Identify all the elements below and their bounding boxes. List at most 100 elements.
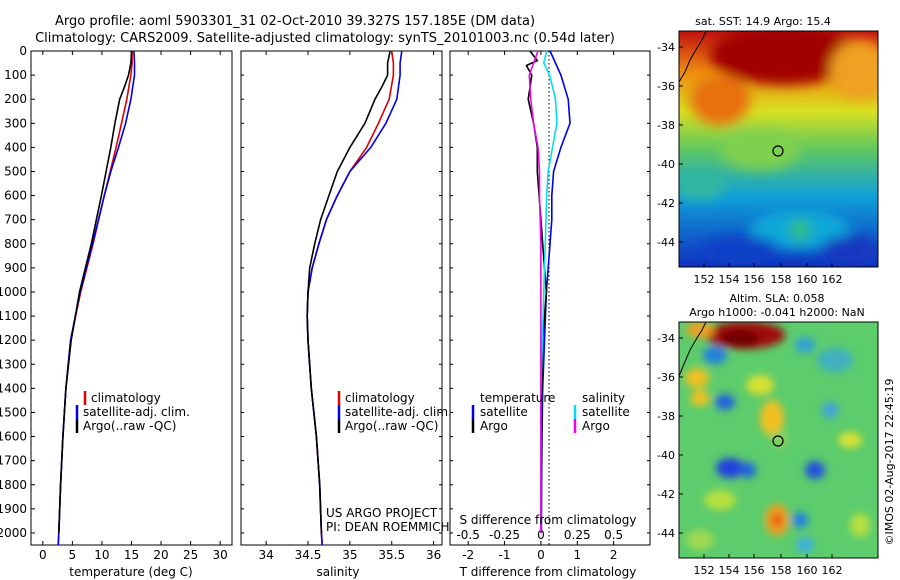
title-line-2: Climatology: CARS2009. Satellite-adjuste… [35,31,615,46]
x-tick-label: 34.5 [295,548,322,562]
series-line-salinity-Argo [528,50,542,533]
x-tick-label: 10 [94,548,109,562]
lat-tick-label: -36 [657,371,675,384]
legend-label-satellite: satellite-adj. clim. [345,405,452,419]
series-line-satellite-adj-clim [306,50,403,546]
sla-map-title-2: Argo h1000: -0.041 h2000: NaN [689,306,865,319]
sla-map-title-1: Altim. SLA: 0.058 [729,292,824,305]
x-tick-label: 2 [610,548,618,562]
salinity-legend: climatology satellite-adj. clim. Argo(..… [337,391,452,433]
series-line-climatology [57,51,133,546]
depth-tick-label: 600 [4,189,27,203]
project-label: US ARGO PROJECT [326,506,438,520]
s-diff-tick-label: -0.5 [456,528,479,542]
legend-label-s-satellite: satellite [582,405,630,419]
legend-label-climatology: climatology [345,391,415,405]
depth-tick-label: 300 [4,116,27,130]
s-diff-tick-label: 0.5 [604,528,623,542]
x-tick-label: 0 [537,548,545,562]
argo-float-marker [772,435,784,447]
lat-tick-label: -36 [657,80,675,93]
depth-tick-label: 1000 [0,285,27,299]
x-tick-label: 1 [573,548,581,562]
x-tick-label: 36 [426,548,441,562]
sla-map: Altim. SLA: 0.058 Argo h1000: -0.041 h20… [657,292,879,577]
lat-tick-label: -34 [657,41,675,54]
legend-label-argo: Argo(..raw -QC) [83,419,176,433]
depth-axis: 0 100 200 300 400 500 600 700 800 900 1000 1100 1200… [0,44,650,540]
lat-tick-label: -38 [657,410,675,423]
temperature-legend: climatology satellite-adj. clim. Argo(..… [75,391,190,433]
legend-title-salinity: salinity [582,391,625,405]
lat-tick-label: -38 [657,119,675,132]
sst-map-title: sat. SST: 14.9 Argo: 15.4 [695,15,831,28]
s-difference-label: S difference from climatology [460,513,637,527]
difference-panel: -2 -1 0 1 2 -0.5 -0.25 0 0.25 0.5 S difference fr… [449,50,651,579]
coastline [679,322,707,377]
s-diff-tick-label: 0.25 [564,528,591,542]
temperature-series [57,50,136,546]
x-tick-label: -1 [499,548,511,562]
temperature-xlabel: temperature (deg C) [69,565,192,579]
t-difference-label: T difference from climatology [459,565,637,579]
lat-tick-label: -44 [657,236,675,249]
legend-title-temperature: temperature [480,391,555,405]
lat-tick-label: -42 [657,488,675,501]
depth-tick-label: 700 [4,213,27,227]
salinity-xlabel: salinity [316,565,359,579]
title-line-1: Argo profile: aoml 5903301_31 02-Oct-201… [55,14,535,29]
watermark: ©IMOS 02-Aug-2017 22:45:19 [883,379,896,546]
legend-label-satellite: satellite-adj. clim. [83,405,190,419]
legend-label-s-argo: Argo [582,419,610,433]
s-diff-tick-label: 0 [537,528,545,542]
depth-tick-label: 2000 [0,526,27,540]
depth-tick-label: 1100 [0,309,27,323]
sla-map-frame [678,321,879,559]
series-line-argo-raw-qc [58,50,133,534]
legend-label-climatology: climatology [91,391,161,405]
depth-tick-label: 1700 [0,454,27,468]
lat-tick-label: -42 [657,197,675,210]
x-tick-label: 20 [153,548,168,562]
depth-tick-label: 1400 [0,381,27,395]
sst-map: sat. SST: 14.9 Argo: 15.4 152 154 156 158 16… [657,15,879,286]
depth-tick-label: 1500 [0,405,27,419]
salinity-axis: 34 34.5 35 35.5 36 [258,51,441,562]
x-tick-label: 34 [258,548,273,562]
lon-tick-label: 162 [822,564,843,577]
temperature-axis: 0 5 10 15 20 25 30 [39,51,228,562]
s-diff-tick-label: -0.25 [489,528,520,542]
difference-legend: temperature salinity satellite Argo sate… [471,391,630,433]
salinity-panel-frame [240,50,443,546]
lon-tick-label: 158 [771,564,792,577]
x-tick-label: 0 [39,548,47,562]
x-tick-label: 25 [183,548,198,562]
x-tick-label: 30 [213,548,228,562]
legend-label-t-satellite: satellite [480,405,528,419]
series-line-argo-raw-qc [306,50,391,534]
depth-tick-label: 1200 [0,333,27,347]
argo-float-marker [772,145,784,157]
difference-panel-frame [449,50,651,546]
difference-series [525,50,571,534]
sst-map-axes: 152 154 156 158 160 162 -34 -36 -38 -40 -42 -44 [657,41,842,286]
x-tick-label: 35 [342,548,357,562]
depth-tick-label: 1900 [0,502,27,516]
sla-map-axes: 152 154 156 158 160 162 -34 -36 -38 -40 -42 -44 [657,332,842,577]
depth-tick-label: 1800 [0,478,27,492]
lon-tick-label: 158 [771,273,792,286]
lon-tick-label: 160 [797,564,818,577]
lon-tick-label: 152 [694,564,715,577]
coastline [679,31,707,83]
lon-tick-label: 154 [719,564,740,577]
depth-tick-label: 400 [4,140,27,154]
depth-tick-label: 1300 [0,357,27,371]
difference-axis: -2 -1 0 1 2 -0.5 -0.25 0 0.25 0.5 [456,51,623,562]
lat-tick-label: -34 [657,332,675,345]
lat-tick-label: -40 [657,449,675,462]
x-tick-label: 5 [69,548,77,562]
depth-tick-label: 900 [4,261,27,275]
depth-tick-label: 800 [4,237,27,251]
lon-tick-label: 154 [719,273,740,286]
